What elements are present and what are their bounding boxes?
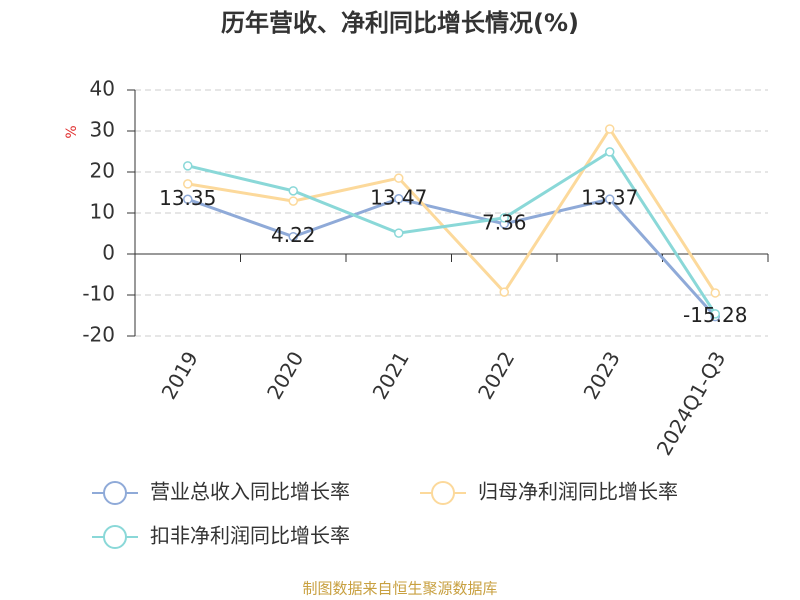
point	[394, 228, 404, 238]
x-tick-label: 2021	[368, 347, 414, 403]
point	[394, 194, 404, 204]
y-axis-label: %	[64, 125, 80, 138]
data-label: -15.28	[683, 303, 747, 327]
series-line	[187, 149, 717, 315]
point	[394, 173, 404, 183]
point	[183, 161, 193, 171]
chart-title: 历年营收、净利同比增长情况(%)	[221, 9, 579, 37]
series-line	[187, 197, 717, 318]
legend-marker	[103, 481, 127, 505]
y-tick-label: 20	[90, 159, 115, 183]
legend-label: 扣非净利润同比增长率	[150, 524, 350, 548]
source: 制图数据来自恒生聚源数据库	[302, 580, 497, 598]
y-tick-label: -10	[82, 282, 115, 306]
x-tick-label: 2020	[262, 347, 308, 403]
point	[605, 194, 615, 204]
point	[183, 194, 193, 205]
legend-label: 营业总收入同比增长率	[150, 480, 350, 504]
point	[499, 287, 509, 297]
point	[605, 124, 615, 134]
legend-marker	[431, 481, 455, 505]
legend-marker	[103, 525, 127, 549]
point	[288, 196, 298, 206]
x-tick-label: 2019	[157, 347, 203, 403]
data-label: 4.22	[271, 223, 316, 247]
point	[288, 186, 298, 196]
y-tick-label: 40	[90, 77, 115, 101]
point	[605, 147, 615, 157]
data-label: 13.37	[581, 186, 638, 210]
point	[288, 231, 298, 242]
data-label: 7.36	[482, 210, 527, 234]
legend-label: 归母净利润同比增长率	[478, 480, 678, 504]
data-label: 13.35	[159, 186, 216, 210]
y-tick-label: 0	[102, 241, 115, 265]
point	[710, 288, 720, 298]
point	[499, 213, 509, 223]
point	[710, 309, 720, 319]
series-line	[187, 126, 717, 295]
data-label: 13.47	[370, 185, 427, 209]
point	[183, 179, 193, 189]
y-tick-label: 10	[90, 200, 115, 224]
y-tick-label: 30	[90, 118, 115, 142]
x-tick-label: 2024Q1-Q3	[652, 347, 731, 459]
x-tick-label: 2023	[579, 347, 625, 403]
x-tick-label: 2022	[473, 347, 519, 403]
y-tick-label: -20	[82, 323, 115, 347]
